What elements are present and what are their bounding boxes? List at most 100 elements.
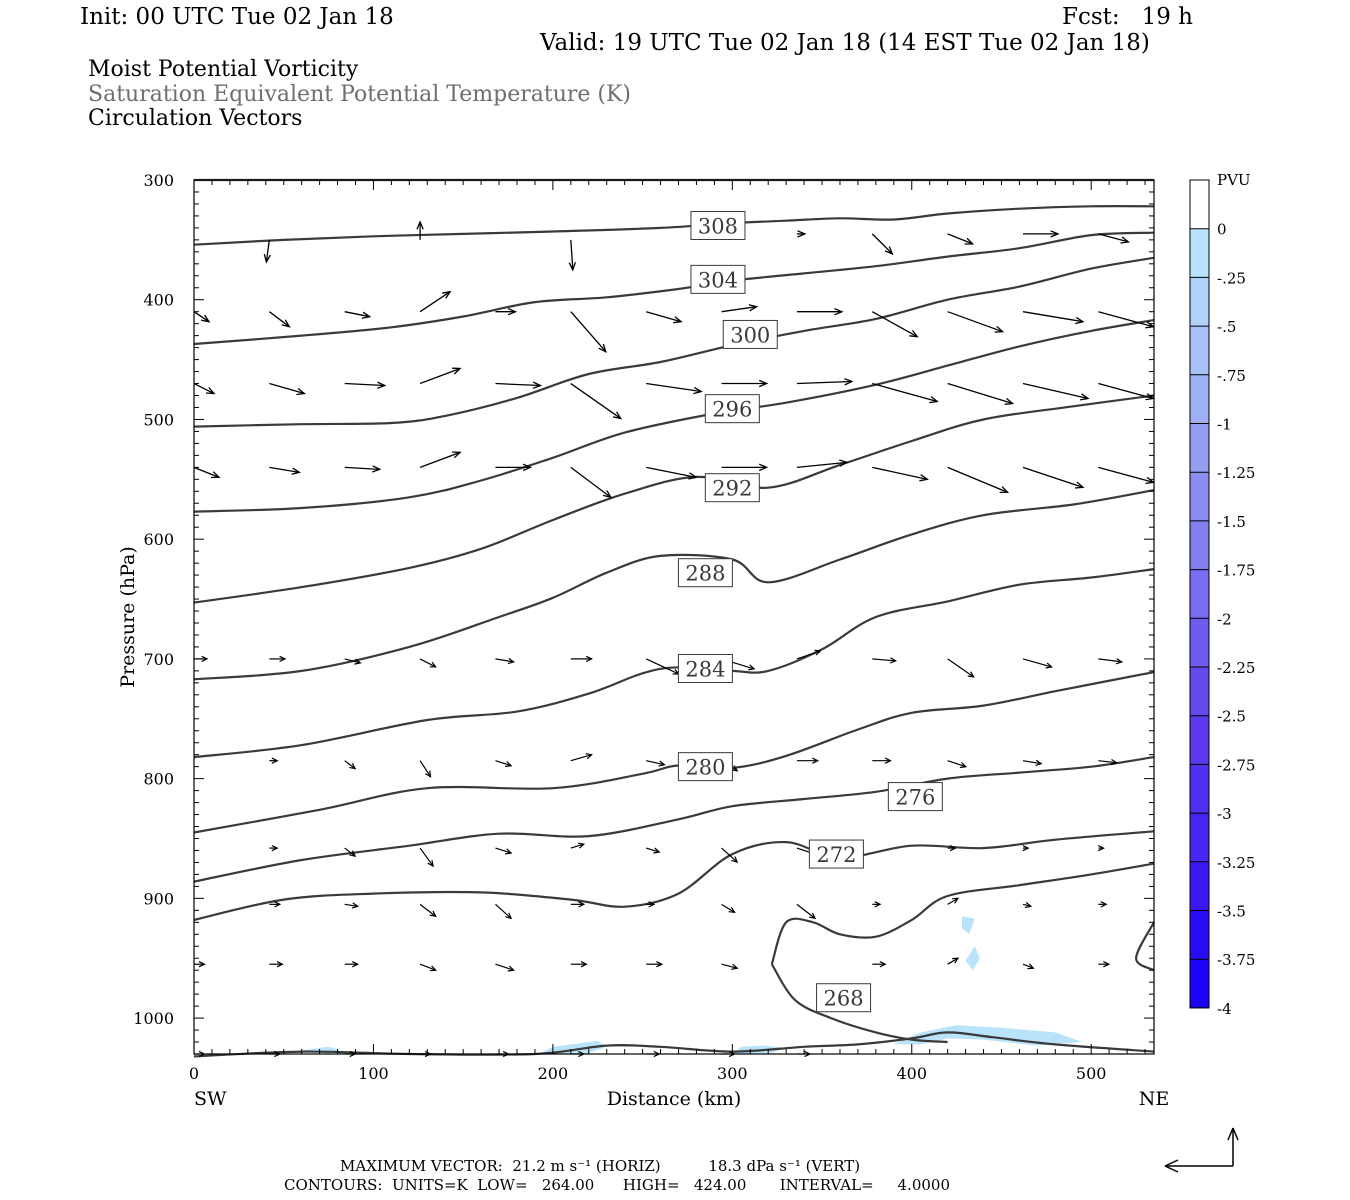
contour-info: CONTOURS: UNITS=K LOW= 264.00 HIGH= 424.… bbox=[284, 1176, 950, 1194]
circulation-vector-head bbox=[656, 961, 664, 968]
colorbar-swatch bbox=[1190, 959, 1209, 1008]
x-tick-label: 0 bbox=[189, 1064, 199, 1083]
circulation-vector-head bbox=[879, 961, 887, 968]
theta-e-contour-264 bbox=[1134, 921, 1155, 972]
circulation-vector-head bbox=[568, 262, 577, 272]
circulation-vector-head bbox=[198, 961, 206, 968]
circulation-vector bbox=[721, 963, 738, 969]
circulation-vector bbox=[265, 239, 271, 262]
circulation-vector bbox=[344, 311, 370, 318]
colorbar-swatch bbox=[1190, 715, 1209, 765]
reference-vector-icon bbox=[1164, 1127, 1239, 1173]
contour-label: 268 bbox=[824, 987, 864, 1011]
circulation-vector-head bbox=[909, 330, 919, 338]
circulation-vector bbox=[344, 658, 361, 664]
circulation-vector bbox=[570, 311, 607, 353]
circulation-vector bbox=[947, 760, 967, 768]
circulation-vector-head bbox=[673, 316, 683, 324]
circulation-vector bbox=[495, 903, 512, 919]
circulation-vector bbox=[419, 847, 434, 867]
max-vector-note: MAXIMUM VECTOR: 21.2 m s⁻¹ (HORIZ) 18.3 … bbox=[340, 1157, 861, 1175]
contour-label: 284 bbox=[685, 657, 725, 681]
circulation-vector-head bbox=[884, 246, 894, 256]
circulation-vector-head bbox=[1075, 316, 1085, 325]
forecast-hour: Fcst: 19 h bbox=[1062, 4, 1193, 30]
colorbar-swatch bbox=[1190, 618, 1209, 667]
circulation-vector-head bbox=[505, 761, 513, 768]
circulation-vector-head bbox=[1024, 902, 1033, 909]
circulation-vector bbox=[570, 843, 584, 849]
circulation-vector bbox=[646, 847, 660, 853]
circulation-vector bbox=[947, 897, 959, 905]
init-time: Init: 00 UTC Tue 02 Jan 18 bbox=[80, 4, 394, 30]
circulation-vector-head bbox=[834, 308, 844, 316]
y-tick-label: 600 bbox=[143, 530, 174, 549]
circulation-vector-head bbox=[281, 319, 291, 328]
circulation-vector-head bbox=[507, 965, 516, 972]
circulation-vector bbox=[1022, 311, 1084, 323]
mpv-shade-region bbox=[965, 946, 980, 971]
colorbar-label: -1.75 bbox=[1217, 562, 1255, 580]
circulation-vector-head bbox=[731, 963, 739, 970]
circulation-vector bbox=[419, 963, 436, 971]
contour-label-box bbox=[887, 782, 943, 812]
contour-label: 292 bbox=[712, 477, 752, 501]
colorbar-label: -1.5 bbox=[1217, 513, 1246, 531]
circulation-vector bbox=[193, 311, 210, 323]
circulation-vector-head bbox=[994, 325, 1005, 333]
theta-e-contour-268 bbox=[770, 963, 948, 1044]
colorbar-swatch bbox=[1190, 764, 1209, 814]
circulation-vector bbox=[796, 461, 847, 468]
circulation-vector-head bbox=[839, 459, 849, 467]
circulation-vector-head bbox=[354, 658, 362, 665]
circulation-vector-head bbox=[731, 856, 739, 864]
circulation-vector bbox=[796, 650, 821, 660]
circulation-vector-head bbox=[612, 411, 623, 420]
circulation-vector-head bbox=[1120, 236, 1131, 244]
circulation-vector bbox=[344, 466, 380, 470]
colorbar-swatch bbox=[1190, 277, 1209, 327]
y-tick-label: 700 bbox=[143, 650, 174, 669]
circulation-vector bbox=[947, 658, 974, 678]
circulation-vector-head bbox=[874, 901, 882, 908]
circulation-vector bbox=[1022, 760, 1042, 765]
circulation-vector-head bbox=[429, 965, 437, 972]
y-tick-label: 1000 bbox=[133, 1009, 174, 1028]
theta-e-contour-308 bbox=[193, 205, 1155, 246]
theta-e-contour-292 bbox=[193, 394, 1155, 604]
circulation-vector-head bbox=[291, 467, 302, 475]
circulation-vector-head bbox=[1004, 397, 1015, 405]
theta-e-contour-276 bbox=[193, 756, 1155, 883]
theta-e-contour-296 bbox=[193, 319, 1155, 513]
circulation-vector bbox=[1098, 466, 1154, 483]
circulation-vector bbox=[721, 306, 757, 313]
circulation-vector-head bbox=[507, 658, 516, 665]
circulation-vector bbox=[419, 451, 461, 468]
circulation-vector-head bbox=[929, 396, 939, 404]
circulation-vector bbox=[872, 382, 938, 403]
circulation-vector-head bbox=[452, 367, 462, 375]
circulation-vector-head bbox=[1045, 662, 1053, 669]
circulation-vector bbox=[721, 903, 735, 913]
colorbar-swatch bbox=[1190, 569, 1209, 619]
circulation-vector bbox=[796, 380, 852, 385]
circulation-vector bbox=[947, 466, 1008, 493]
circulation-vector bbox=[419, 760, 431, 777]
circulation-vector-head bbox=[371, 465, 382, 473]
contour-label-box bbox=[677, 752, 733, 782]
circulation-vector bbox=[344, 903, 358, 907]
circulation-vector-head bbox=[748, 304, 759, 312]
theta-e-contour-272 bbox=[193, 830, 1155, 921]
x-tick-label: 300 bbox=[717, 1064, 748, 1083]
circulation-vector-head bbox=[999, 486, 1010, 494]
circulation-vector bbox=[570, 239, 574, 270]
mpv-shading-layer bbox=[301, 916, 1083, 1054]
circulation-vector-head bbox=[271, 844, 279, 852]
circulation-vector-head bbox=[967, 671, 975, 678]
x-tick-label: 100 bbox=[358, 1064, 389, 1083]
circulation-vector-head bbox=[429, 661, 437, 668]
y-tick-label: 800 bbox=[143, 770, 174, 789]
circulation-vector bbox=[193, 382, 215, 395]
circulation-vector bbox=[269, 382, 305, 395]
circulation-vector-head bbox=[1100, 901, 1108, 908]
